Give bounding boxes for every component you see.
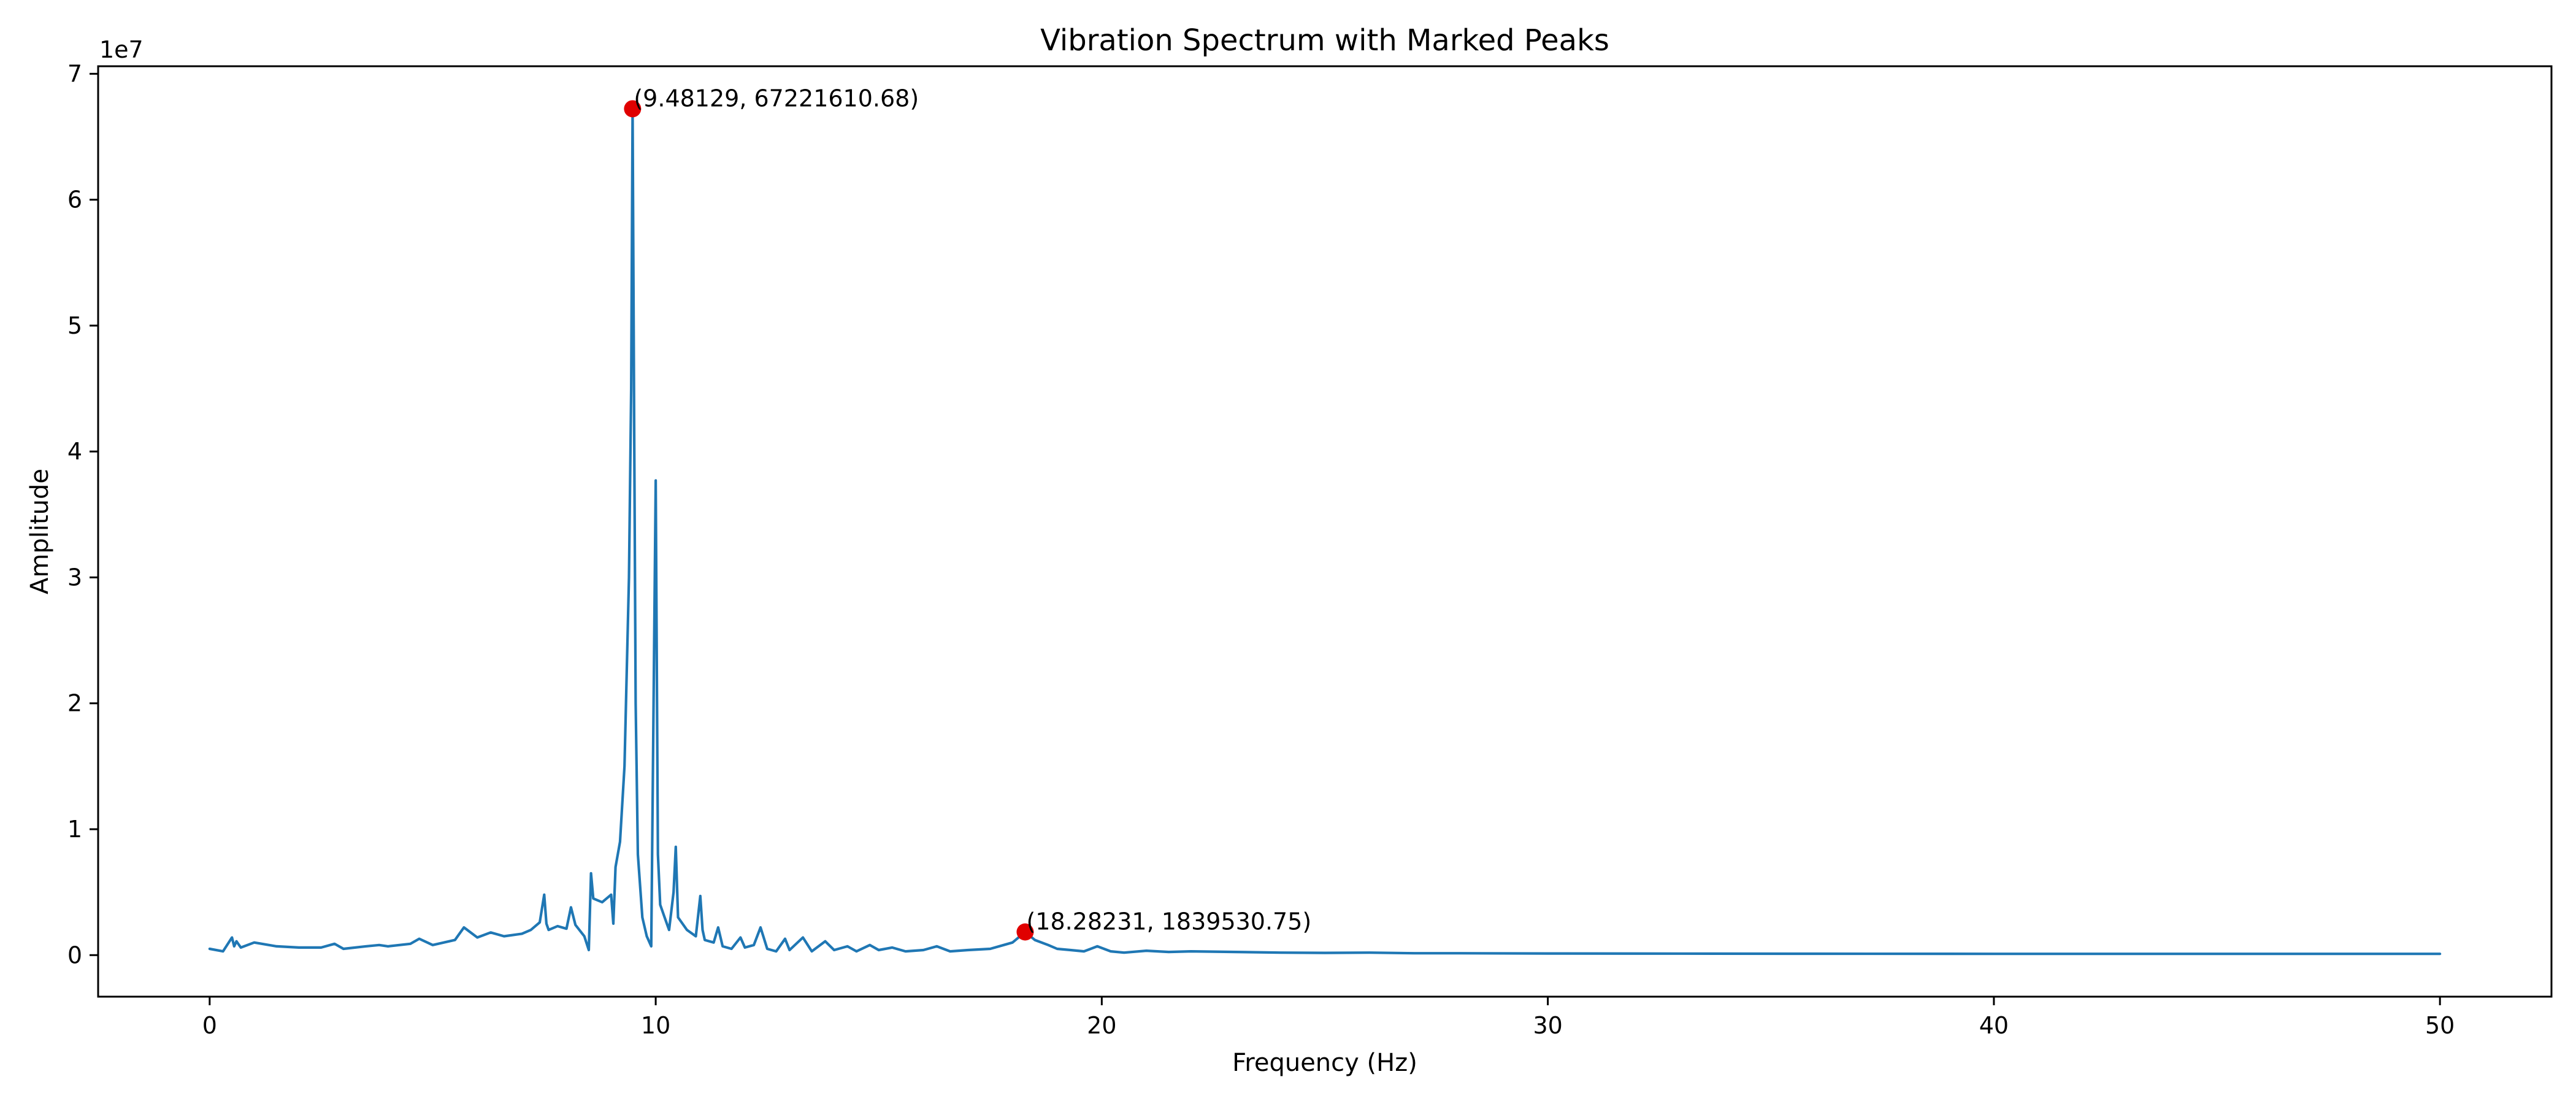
x-tick-label: 20 [1087, 1012, 1116, 1039]
peak-annotation: (18.28231, 1839530.75) [1026, 908, 1311, 935]
x-axis-ticks: 0 10 20 30 40 50 [202, 997, 2455, 1039]
x-tick-label: 0 [202, 1012, 217, 1039]
y-tick-label: 5 [67, 312, 82, 339]
y-tick-label: 4 [67, 438, 82, 465]
y-axis-offset-label: 1e7 [99, 36, 144, 63]
chart-title: Vibration Spectrum with Marked Peaks [1040, 23, 1609, 58]
x-tick-label: 50 [2425, 1012, 2455, 1039]
y-tick-label: 0 [67, 941, 82, 968]
y-axis-ticks: 0 1 2 3 4 5 6 7 [67, 60, 98, 968]
peak-marker [624, 100, 642, 118]
x-tick-label: 30 [1533, 1012, 1562, 1039]
y-tick-label: 2 [67, 690, 82, 717]
x-axis-label: Frequency (Hz) [1232, 1049, 1417, 1077]
y-tick-label: 6 [67, 186, 82, 213]
y-tick-label: 7 [67, 60, 82, 87]
peak-markers: (9.48129, 67221610.68) (18.28231, 1839530… [624, 85, 1311, 941]
plot-frame [97, 65, 2553, 998]
x-tick-label: 40 [1979, 1012, 2009, 1039]
y-tick-label: 3 [67, 564, 82, 591]
plot-area: (9.48129, 67221610.68) (18.28231, 1839530… [208, 85, 2442, 956]
x-tick-label: 10 [641, 1012, 670, 1039]
spectrum-line [208, 107, 2442, 956]
y-axis-label: Amplitude [26, 469, 54, 594]
peak-marker [1016, 923, 1034, 941]
peak-annotation: (9.48129, 67221610.68) [634, 85, 919, 112]
y-tick-label: 1 [67, 816, 82, 843]
